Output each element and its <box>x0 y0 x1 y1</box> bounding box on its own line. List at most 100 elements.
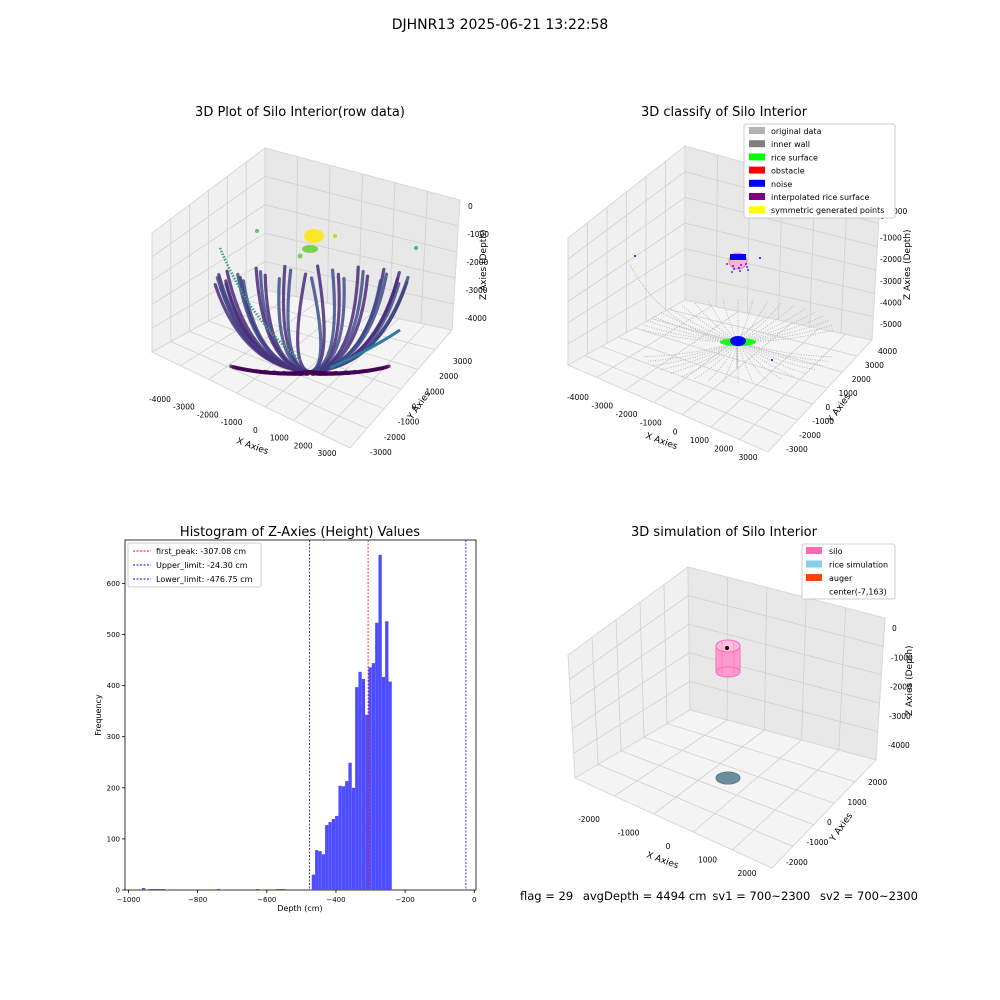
legend-swatch <box>749 127 765 134</box>
grid-line <box>684 273 874 318</box>
grid-line <box>358 173 363 311</box>
z-extra-tick: 000 <box>893 207 908 216</box>
histogram-bar <box>321 854 326 890</box>
y-axis-label: Frequency <box>94 694 103 736</box>
original-data-fan <box>708 301 739 343</box>
histogram-bar <box>259 889 263 890</box>
legend-swatch <box>806 560 822 568</box>
legend-label: silo <box>829 547 843 556</box>
y-tick-labels: -2000 -1000 0 1000 2000 <box>786 778 887 867</box>
y-tick-label: 2000 <box>852 375 871 384</box>
original-data-fan <box>737 302 782 343</box>
x-tick-label: −200 <box>395 896 414 904</box>
z-tick-label: -4000 <box>465 314 487 323</box>
noise-cluster <box>730 336 746 346</box>
noise-point <box>733 268 735 270</box>
grid-line <box>151 176 266 258</box>
y-tick-label: -1000 <box>812 417 834 426</box>
wall-arc <box>218 247 301 362</box>
x-tick-labels: -4000-3000-2000-1000 0 1000 2000 3000 <box>149 395 337 458</box>
histogram-bar <box>275 888 280 890</box>
pane-grid <box>567 154 879 440</box>
grid-line <box>764 587 768 731</box>
y-tick-label: 500 <box>107 631 120 639</box>
y-tick-label: -1000 <box>807 838 829 847</box>
panel-simulation-3d: 3D simulation of Silo Interior -2000 -100… <box>567 525 915 878</box>
histogram-bar <box>361 678 366 890</box>
legend-label: symmetric generated points <box>771 206 884 215</box>
grid-line <box>838 607 846 751</box>
noise-cluster <box>730 254 746 260</box>
histogram-bar <box>155 888 159 890</box>
legend: original data inner wall rice surface obsta… <box>743 123 896 219</box>
noise-point <box>732 265 734 267</box>
legend: first_peak: -307.08 cm Upper_limit: -24.3… <box>127 542 262 588</box>
grid-line <box>570 623 690 705</box>
legend-swatch <box>749 166 765 174</box>
z-tick-labels: 0 -1000 -2000 -3000 -4000 <box>888 624 913 750</box>
legend-swatch <box>749 193 765 200</box>
noise-point <box>747 269 749 271</box>
legend-label: rice surface <box>771 153 818 162</box>
grid-line <box>151 204 266 281</box>
grid-line <box>692 739 802 833</box>
y-axis-label: Y Axies <box>828 811 856 844</box>
flag-value: flag = 29 <box>520 889 574 903</box>
grid-line <box>739 334 846 440</box>
histogram-bar <box>220 889 224 890</box>
y-tick-label: 100 <box>107 835 120 843</box>
point-fan <box>308 276 323 374</box>
z-tick-label: -1000 <box>880 234 902 243</box>
histogram-bar <box>216 888 221 890</box>
original-data-fan <box>642 329 739 343</box>
x-axis-label: X Axies <box>235 436 270 457</box>
grid-line <box>151 232 266 305</box>
histogram-bar <box>256 888 260 890</box>
point-cloud <box>213 229 418 376</box>
x-axis-label: X Axies <box>645 850 680 871</box>
original-data-fan <box>737 341 823 367</box>
x-tick-label: -2000 <box>578 815 600 824</box>
original-data-fan <box>737 341 815 371</box>
original-data-fan <box>737 341 795 377</box>
grid-line <box>569 595 689 680</box>
x-tick-label: 1000 <box>690 436 709 445</box>
grid-line <box>189 330 385 410</box>
rice-simulation-surface <box>715 771 741 785</box>
grid-line <box>614 719 728 797</box>
y-tick-label: -2000 <box>799 431 821 440</box>
noise-point <box>738 267 740 269</box>
classified-point-cloud <box>629 252 834 382</box>
z-tick-label: -3000 <box>880 277 902 286</box>
legend-label: auger <box>829 574 853 583</box>
x-tick-label: -4000 <box>149 395 171 404</box>
y-tick-label: -3000 <box>370 448 392 457</box>
legend-label: noise <box>771 180 792 189</box>
noise-point <box>740 264 742 266</box>
grid-line <box>567 248 686 324</box>
grid-line <box>732 749 840 851</box>
histogram-bar <box>365 714 369 890</box>
y-tick-label: 3000 <box>865 361 884 370</box>
y-tick-labels: 0 100 200 300 400 500 600 <box>107 580 125 895</box>
histogram-bar <box>151 888 156 890</box>
x-tick-label: -1000 <box>221 418 243 427</box>
y-tick-label: -3000 <box>786 445 808 454</box>
wall-arc <box>329 328 401 370</box>
z-axis-label: Z Axies (Depth) <box>905 645 915 716</box>
x-tick-labels: -4000-3000-2000-1000 0 1000 2000 3000 <box>567 393 758 462</box>
noise-point <box>771 359 773 361</box>
legend-swatch <box>749 179 765 187</box>
legend-label: original data <box>771 127 822 136</box>
x-tick-label: 0 <box>253 426 258 435</box>
point <box>255 229 259 233</box>
z-tick-label: -2000 <box>890 683 912 692</box>
grid-line <box>571 652 690 730</box>
histogram-bar <box>378 554 382 890</box>
y-tick-label: 4000 <box>878 347 897 356</box>
grid-line <box>567 222 686 302</box>
z-tick-label: 0 <box>892 624 897 633</box>
y-tick-label: 0 <box>825 403 830 412</box>
histogram-bars <box>141 554 392 890</box>
x-tick-label: 1000 <box>270 434 289 443</box>
